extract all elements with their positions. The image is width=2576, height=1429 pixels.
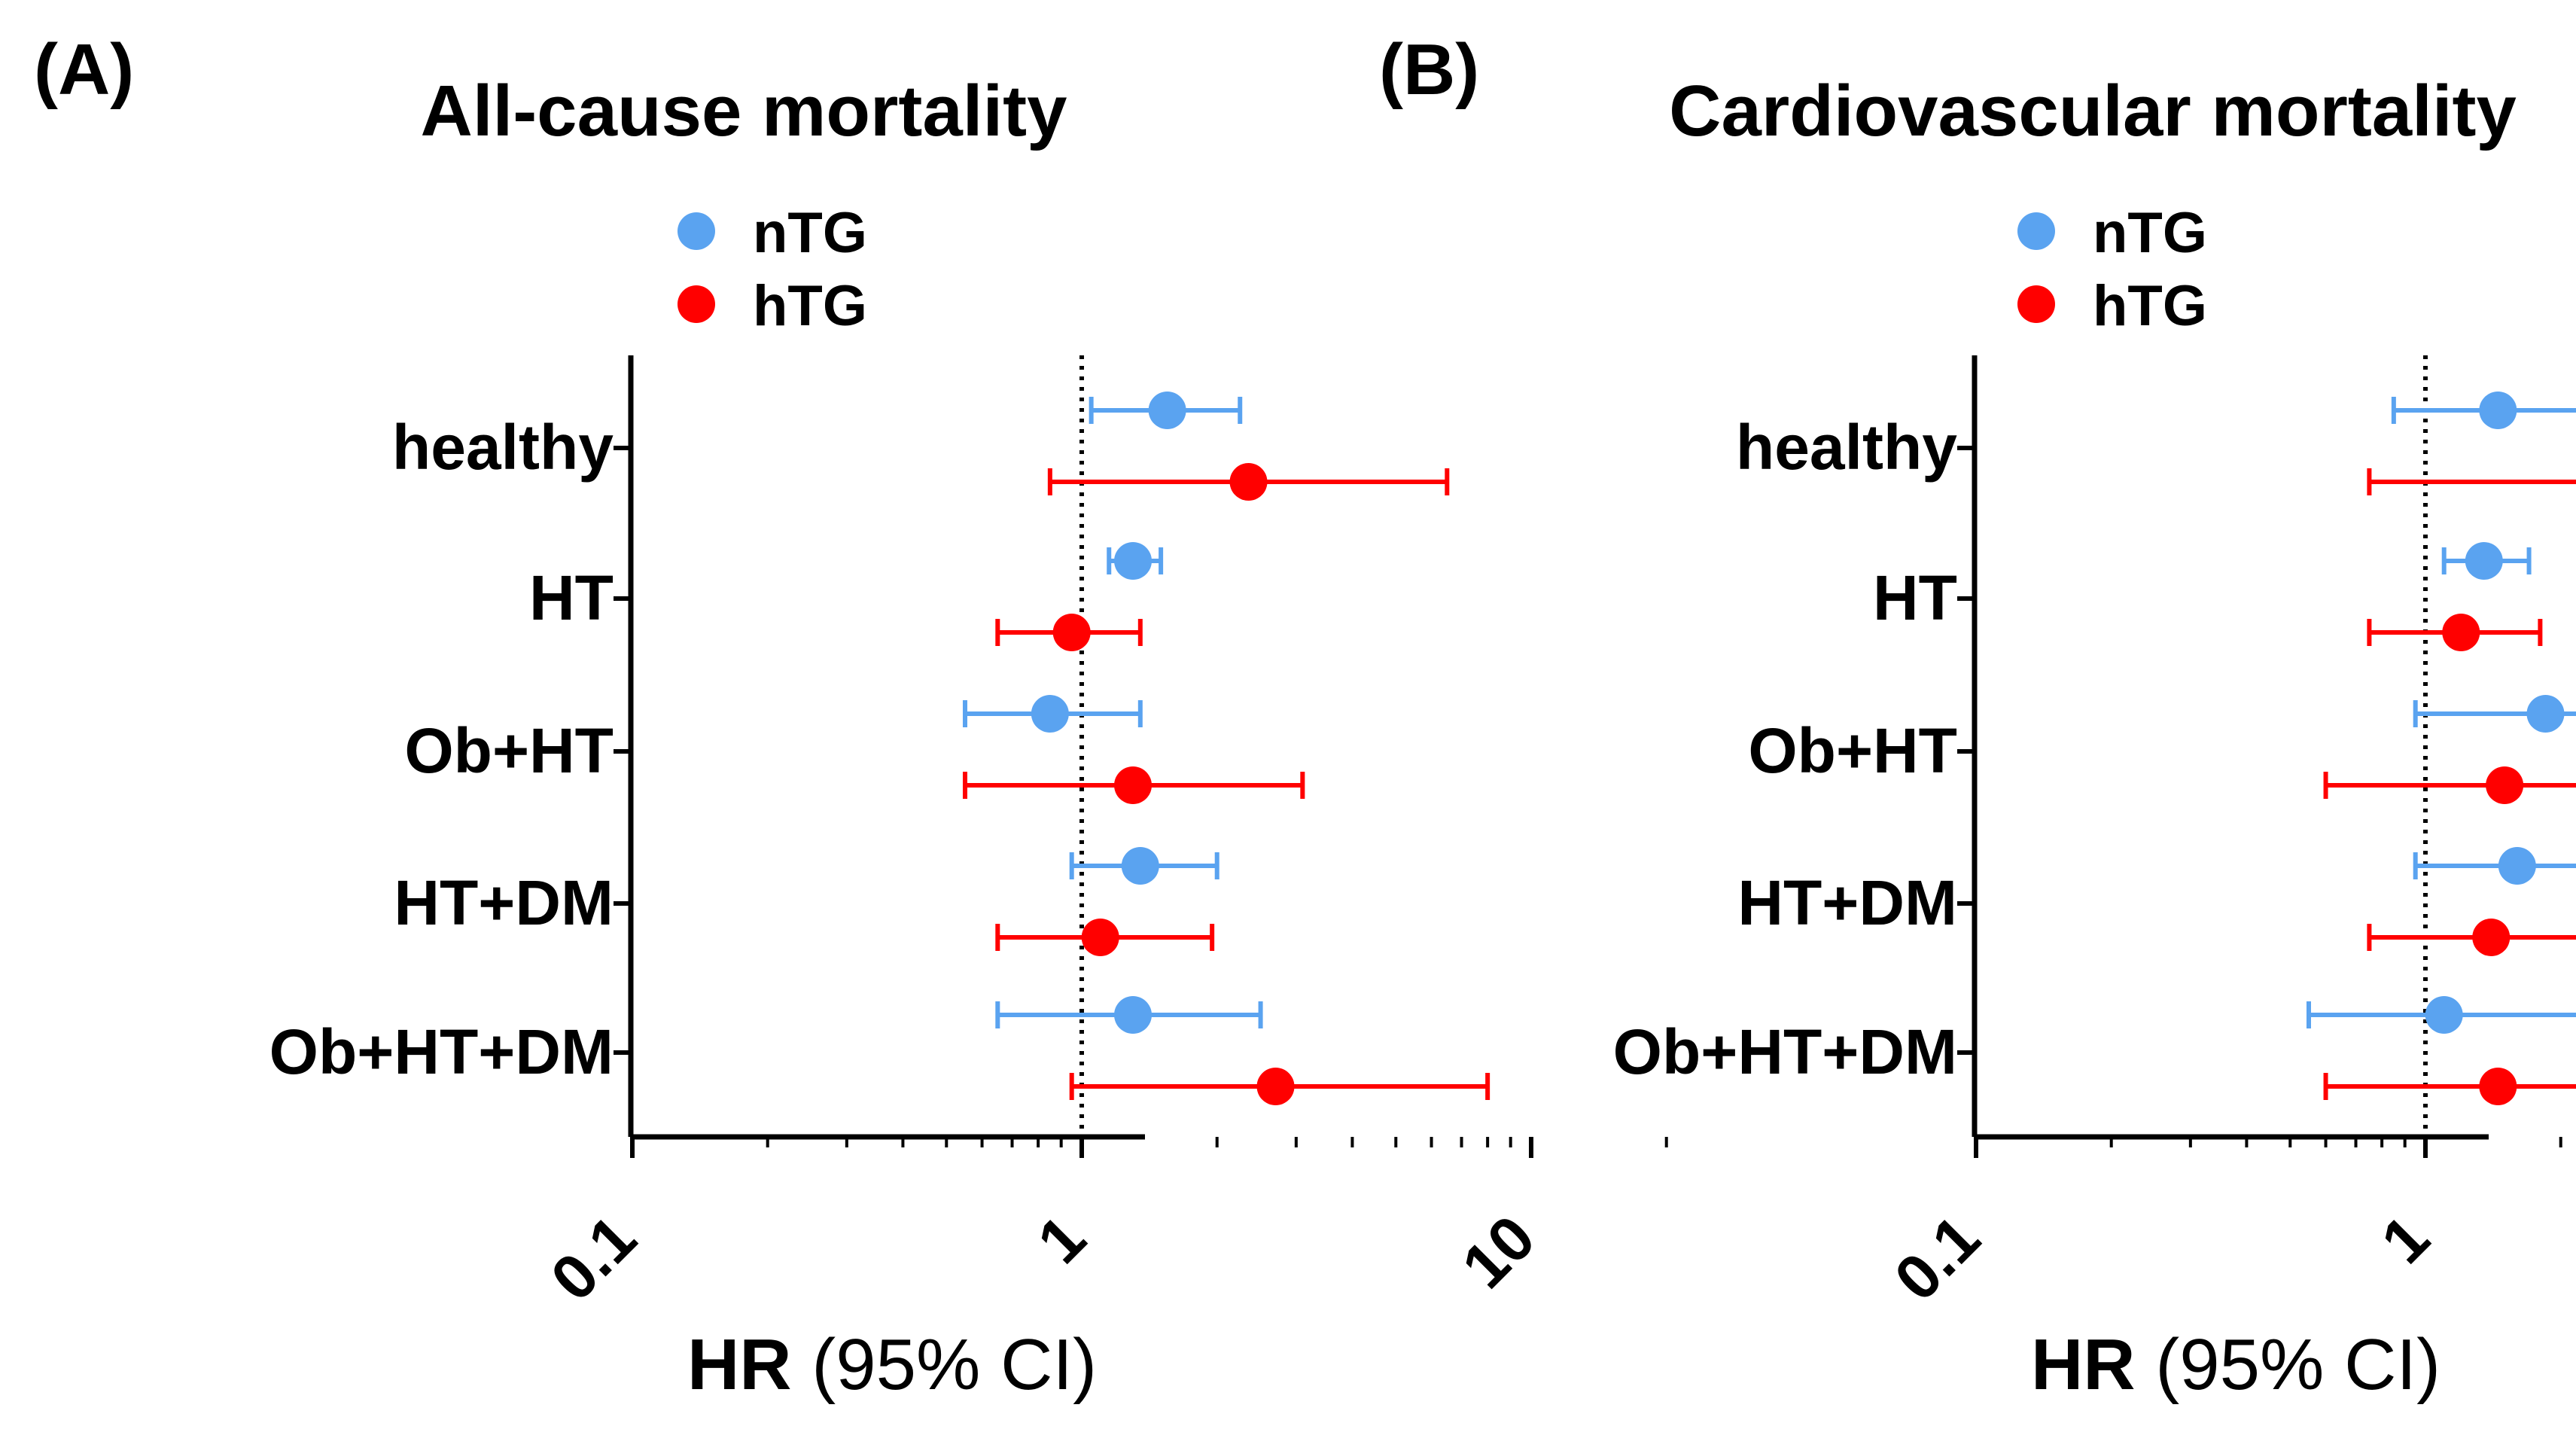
x-axis-label: HR (95% CI) bbox=[2031, 1324, 2441, 1405]
hr-point-htg bbox=[1114, 766, 1153, 804]
category-label: HT bbox=[1873, 562, 1957, 633]
category-label: HT+DM bbox=[1737, 867, 1957, 938]
x-axis-label: HR (95% CI) bbox=[687, 1324, 1097, 1405]
legend-marker-htg bbox=[2017, 285, 2055, 323]
hr-point-ntg bbox=[2479, 392, 2517, 429]
hr-point-ntg bbox=[1114, 542, 1153, 580]
hr-point-ntg bbox=[1031, 695, 1069, 733]
legend-label-htg: hTG bbox=[753, 274, 867, 338]
category-label: Ob+HT+DM bbox=[269, 1016, 614, 1087]
legend-marker-ntg bbox=[2017, 212, 2055, 250]
panel-a: (A) All-cause mortality nTG hTG 0.1 1 10 HR (95… bbox=[34, 29, 1668, 1405]
hr-point-ntg bbox=[1114, 996, 1153, 1034]
x-axis-label-bold: HR bbox=[2031, 1324, 2136, 1405]
x-axis-label-bold: HR bbox=[687, 1324, 792, 1405]
x-tick-label: 10 bbox=[1448, 1202, 1548, 1302]
hr-point-ntg bbox=[1121, 847, 1159, 885]
category-label: Ob+HT+DM bbox=[1613, 1016, 1957, 1087]
x-axis-label-rest: (95% CI) bbox=[792, 1324, 1097, 1405]
category-label: HT bbox=[529, 562, 614, 633]
hr-point-htg bbox=[2442, 614, 2480, 651]
hr-point-ntg bbox=[2425, 996, 2463, 1034]
hr-point-ntg bbox=[1148, 392, 1186, 429]
hr-point-htg bbox=[2479, 1068, 2517, 1105]
hr-point-htg bbox=[1256, 1068, 1295, 1105]
category-label: healthy bbox=[1736, 412, 1957, 483]
category-label: healthy bbox=[392, 412, 614, 483]
legend-label-htg: hTG bbox=[2093, 274, 2207, 338]
legend-label-ntg: nTG bbox=[2093, 201, 2207, 265]
hr-point-ntg bbox=[2526, 695, 2565, 733]
x-tick-label: 0.1 bbox=[537, 1202, 650, 1314]
legend-marker-ntg bbox=[677, 212, 715, 250]
x-tick-label: 1 bbox=[2367, 1202, 2443, 1277]
hr-point-htg bbox=[2472, 919, 2511, 956]
panel-b: (B) Cardiovascular mortality nTG hTG 0.1 1 10 H… bbox=[1379, 29, 2576, 1405]
category-label: HT+DM bbox=[394, 867, 614, 938]
x-tick-label: 1 bbox=[1024, 1202, 1099, 1277]
panel-label: (A) bbox=[34, 29, 134, 110]
legend-label-ntg: nTG bbox=[753, 201, 867, 265]
category-label: Ob+HT bbox=[1748, 715, 1957, 786]
chart-title: Cardiovascular mortality bbox=[1669, 71, 2517, 151]
legend-marker-htg bbox=[677, 285, 715, 323]
category-label: Ob+HT bbox=[404, 715, 614, 786]
hr-point-htg bbox=[1229, 463, 1268, 501]
hr-point-ntg bbox=[2498, 847, 2536, 885]
chart-title: All-cause mortality bbox=[421, 71, 1067, 151]
hr-point-ntg bbox=[2465, 542, 2503, 580]
hr-point-htg bbox=[2486, 766, 2524, 804]
panel-label: (B) bbox=[1379, 29, 1479, 110]
hr-point-htg bbox=[1081, 919, 1119, 956]
x-axis-label-rest: (95% CI) bbox=[2136, 1324, 2441, 1405]
x-tick-label: 0.1 bbox=[1881, 1202, 1993, 1314]
hr-point-htg bbox=[1052, 614, 1091, 651]
